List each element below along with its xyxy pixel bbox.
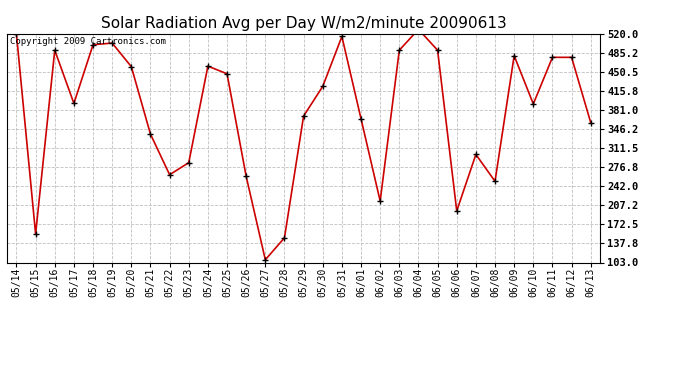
Text: Copyright 2009 Cartronics.com: Copyright 2009 Cartronics.com xyxy=(10,37,166,46)
Title: Solar Radiation Avg per Day W/m2/minute 20090613: Solar Radiation Avg per Day W/m2/minute … xyxy=(101,16,506,31)
